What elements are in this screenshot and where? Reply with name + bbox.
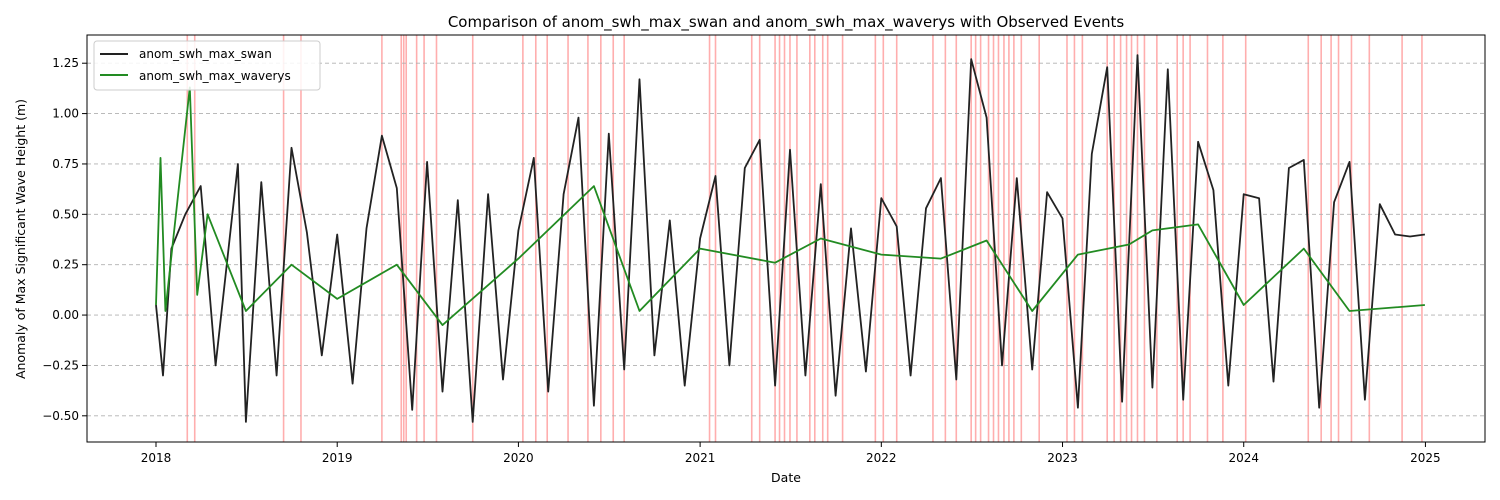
y-tick-label-2: 0.00 xyxy=(52,308,79,322)
x-axis: 2018 2019 2020 2021 2022 2023 2024 2025 xyxy=(141,442,1441,465)
x-tick-label-1: 2019 xyxy=(322,451,353,465)
y-axis-label: Anomaly of Max Significant Wave Height (… xyxy=(13,99,28,379)
plot-area-frame xyxy=(86,34,1486,443)
y-tick-label-5: 0.75 xyxy=(52,157,79,171)
x-tick-label-5: 2023 xyxy=(1047,451,1078,465)
x-tick-label-0: 2018 xyxy=(141,451,172,465)
x-tick-label-7: 2025 xyxy=(1410,451,1441,465)
y-axis: −0.50 −0.25 0.00 0.25 0.50 0.75 1.00 1.25 xyxy=(42,56,87,423)
series-line-swan xyxy=(155,54,1426,423)
legend-box xyxy=(93,40,321,91)
y-tick-label-4: 0.50 xyxy=(52,207,79,221)
series-layer xyxy=(155,54,1426,423)
x-tick-label-4: 2022 xyxy=(866,451,897,465)
chart-title: Comparison of anom_swh_max_swan and anom… xyxy=(448,13,1125,32)
y-tick-label-0: −0.50 xyxy=(42,409,79,423)
y-tick-label-6: 1.00 xyxy=(52,107,79,121)
observed-events-layer xyxy=(186,35,1423,442)
x-axis-label: Date xyxy=(771,470,801,485)
legend-label-swan: anom_swh_max_swan xyxy=(139,47,272,61)
series-line-waverys xyxy=(155,86,1425,327)
y-tick-label-7: 1.25 xyxy=(52,56,79,70)
x-tick-label-2: 2020 xyxy=(503,451,534,465)
legend: anom_swh_max_swan anom_swh_max_waverys xyxy=(93,40,321,91)
legend-label-waverys: anom_swh_max_waverys xyxy=(139,69,291,83)
y-tick-label-3: 0.25 xyxy=(52,258,79,272)
y-tick-label-1: −0.25 xyxy=(42,358,79,372)
x-tick-label-3: 2021 xyxy=(685,451,716,465)
x-tick-label-6: 2024 xyxy=(1228,451,1259,465)
